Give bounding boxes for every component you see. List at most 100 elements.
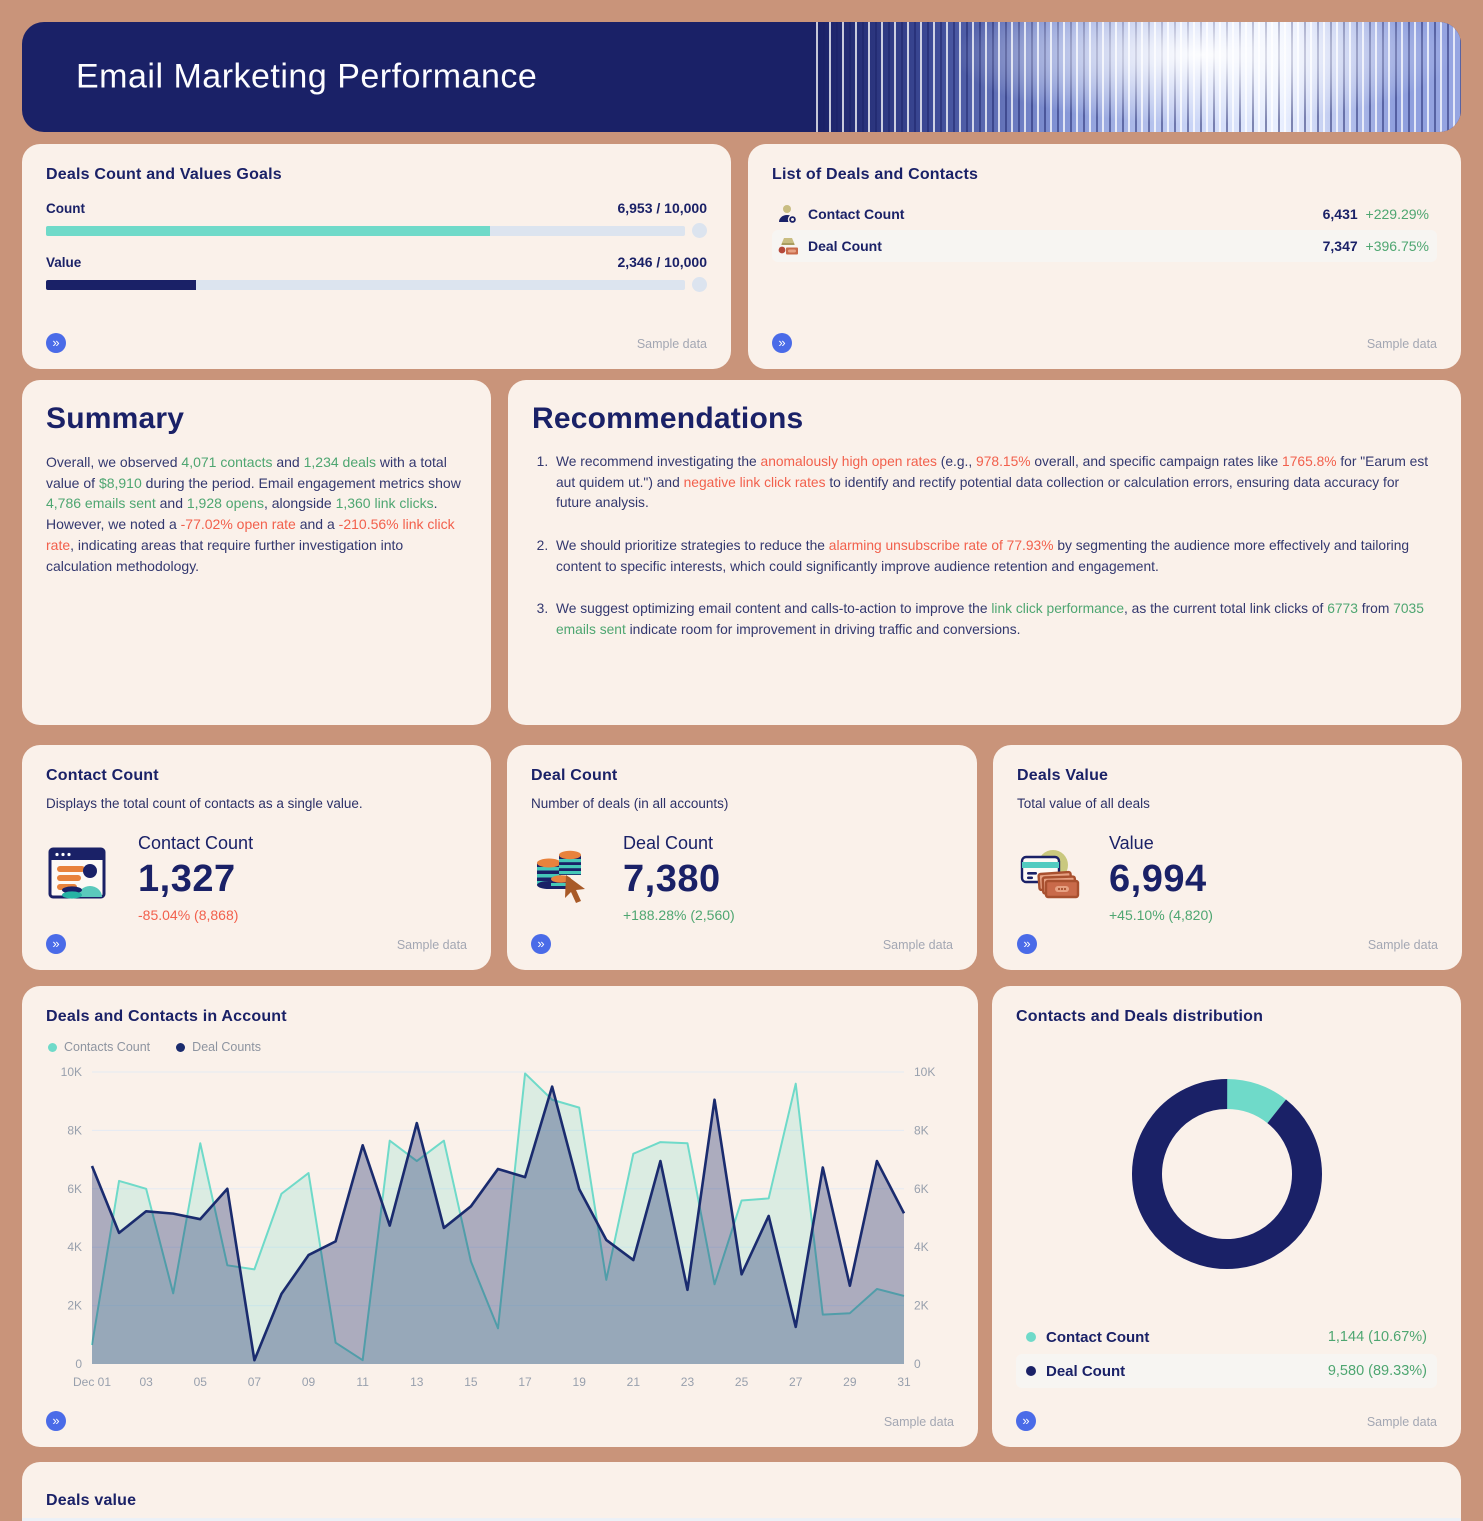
progress-track bbox=[46, 279, 685, 290]
sample-data-label: Sample data bbox=[636, 337, 707, 351]
contacts-browser-icon bbox=[48, 847, 106, 899]
chevron-right-icon: » bbox=[52, 935, 60, 951]
list-item-value: 6,431 bbox=[1322, 206, 1358, 222]
deal-money-icon bbox=[778, 238, 798, 255]
expand-button[interactable]: » bbox=[531, 934, 551, 954]
svg-text:23: 23 bbox=[681, 1375, 695, 1389]
page-title: Email Marketing Performance bbox=[76, 57, 538, 96]
chevron-right-icon: » bbox=[52, 334, 60, 350]
area-chart-canvas[interactable]: 0 0 2K 2K 4K 4K 6K 6K 8K 8K 10K 10K Dec 01 03 05 07 09 11… bbox=[46, 1058, 954, 1394]
list-card-title: List of Deals and Contacts bbox=[772, 166, 979, 183]
legend-item-deal-counts[interactable]: Deal Counts bbox=[176, 1040, 261, 1054]
legend-dot-teal bbox=[48, 1042, 57, 1052]
svg-text:4K: 4K bbox=[914, 1240, 929, 1254]
legend-label: Contacts Count bbox=[64, 1040, 151, 1054]
goal-label: Count bbox=[46, 201, 85, 216]
list-item-value: 7,347 bbox=[1322, 238, 1358, 254]
goal-value: 2,346 / 10,000 bbox=[617, 254, 707, 270]
card-cash-icon bbox=[1020, 850, 1080, 899]
list-item-contact-count: Contact Count 6,431 +229.29% bbox=[772, 198, 1437, 230]
progress-fill bbox=[46, 279, 196, 290]
chevron-right-icon: » bbox=[778, 334, 786, 350]
svg-text:07: 07 bbox=[248, 1375, 262, 1389]
deals-value-title: Deals value bbox=[46, 1492, 137, 1509]
list-item-deal-count: Deal Count 7,347 +396.75% bbox=[772, 230, 1437, 262]
summary-card: Summary Overall, we observed 4,071 conta… bbox=[22, 380, 491, 725]
list-item-change: +396.75% bbox=[1365, 238, 1429, 254]
chevron-right-icon: » bbox=[1022, 1412, 1030, 1428]
donut-chart-card: Contacts and Deals distribution Contact … bbox=[992, 986, 1461, 1447]
sample-data-label: Sample data bbox=[882, 938, 953, 952]
svg-text:05: 05 bbox=[194, 1375, 208, 1389]
recommendation-item: We suggest optimizing email content and … bbox=[552, 599, 1437, 640]
goal-value: 6,953 / 10,000 bbox=[617, 200, 707, 216]
donut-legend: Contact Count 1,144 (10.67%) Deal Count … bbox=[1016, 1320, 1437, 1388]
goal-label: Value bbox=[46, 255, 82, 270]
donut-legend-item-contact-count[interactable]: Contact Count 1,144 (10.67%) bbox=[1016, 1320, 1437, 1354]
svg-text:2K: 2K bbox=[67, 1299, 82, 1313]
metric-label: Contact Count bbox=[138, 833, 254, 853]
svg-text:25: 25 bbox=[735, 1375, 749, 1389]
svg-text:8K: 8K bbox=[67, 1123, 82, 1137]
expand-button[interactable]: » bbox=[772, 333, 792, 353]
metric-card-subtitle: Total value of all deals bbox=[1017, 796, 1150, 811]
legend-label: Deal Count bbox=[1046, 1362, 1126, 1380]
recommendation-item: We should prioritize strategies to reduc… bbox=[552, 536, 1437, 577]
list-item-label: Deal Count bbox=[808, 238, 882, 254]
table-header-strip bbox=[22, 1518, 1461, 1521]
metric-change: +188.28% (2,560) bbox=[623, 907, 735, 923]
deals-contacts-list-card: List of Deals and Contacts Contact Count… bbox=[748, 144, 1461, 369]
legend-item-contacts-count[interactable]: Contacts Count bbox=[48, 1040, 150, 1054]
chevron-right-icon: » bbox=[537, 935, 545, 951]
expand-button[interactable]: » bbox=[46, 1411, 66, 1431]
goals-card: Deals Count and Values Goals Count 6,953… bbox=[22, 144, 731, 369]
header-decorative-stripes bbox=[816, 22, 1461, 132]
svg-text:11: 11 bbox=[356, 1375, 369, 1389]
summary-title: Summary bbox=[46, 402, 185, 435]
donut-legend-item-deal-count[interactable]: Deal Count 9,580 (89.33%) bbox=[1016, 1354, 1437, 1388]
legend-label: Contact Count bbox=[1046, 1328, 1150, 1346]
donut-chart-title: Contacts and Deals distribution bbox=[1016, 1008, 1264, 1025]
svg-text:27: 27 bbox=[789, 1375, 803, 1389]
svg-text:0: 0 bbox=[914, 1357, 921, 1371]
svg-text:10K: 10K bbox=[61, 1065, 82, 1079]
metric-value: 7,380 bbox=[623, 858, 721, 900]
recommendations-list: We recommend investigating the anomalous… bbox=[552, 452, 1437, 641]
svg-text:6K: 6K bbox=[67, 1182, 82, 1196]
svg-text:19: 19 bbox=[573, 1375, 587, 1389]
svg-text:15: 15 bbox=[464, 1375, 478, 1389]
expand-button[interactable]: » bbox=[46, 333, 66, 353]
metric-value: 6,994 bbox=[1109, 858, 1207, 900]
sample-data-label: Sample data bbox=[396, 938, 467, 952]
expand-button[interactable]: » bbox=[1017, 934, 1037, 954]
progress-track bbox=[46, 225, 685, 236]
legend-label: Deal Counts bbox=[192, 1040, 261, 1054]
goal-row-value: Value 2,346 / 10,000 bbox=[46, 254, 707, 292]
svg-text:Dec 01: Dec 01 bbox=[73, 1375, 111, 1389]
deal-count-card: Deal Count Number of deals (in all accou… bbox=[507, 745, 977, 970]
svg-text:8K: 8K bbox=[914, 1123, 929, 1137]
page-header: Email Marketing Performance bbox=[22, 22, 1461, 132]
metric-card-title: Contact Count bbox=[46, 767, 159, 784]
metric-label: Deal Count bbox=[623, 833, 714, 853]
metric-card-title: Deal Count bbox=[531, 767, 618, 784]
svg-text:09: 09 bbox=[302, 1375, 316, 1389]
svg-text:0: 0 bbox=[75, 1357, 82, 1371]
metric-value: 1,327 bbox=[138, 858, 236, 900]
donut-chart-canvas[interactable] bbox=[1121, 1068, 1333, 1280]
expand-button[interactable]: » bbox=[1016, 1411, 1036, 1431]
goal-row-count: Count 6,953 / 10,000 bbox=[46, 200, 707, 238]
metric-change: +45.10% (4,820) bbox=[1109, 907, 1213, 923]
svg-text:21: 21 bbox=[627, 1375, 641, 1389]
chart-legend: Contacts Count Deal Counts bbox=[48, 1040, 954, 1054]
recommendations-title: Recommendations bbox=[532, 402, 804, 435]
expand-button[interactable]: » bbox=[46, 934, 66, 954]
area-chart-card: Deals and Contacts in Account Contacts C… bbox=[22, 986, 978, 1447]
recommendation-item: We recommend investigating the anomalous… bbox=[552, 452, 1437, 514]
svg-text:6K: 6K bbox=[914, 1182, 929, 1196]
deals-value-table-card: Deals value bbox=[22, 1462, 1461, 1521]
legend-dot-teal bbox=[1026, 1332, 1036, 1342]
svg-text:10K: 10K bbox=[914, 1065, 935, 1079]
contact-person-icon bbox=[779, 205, 798, 225]
